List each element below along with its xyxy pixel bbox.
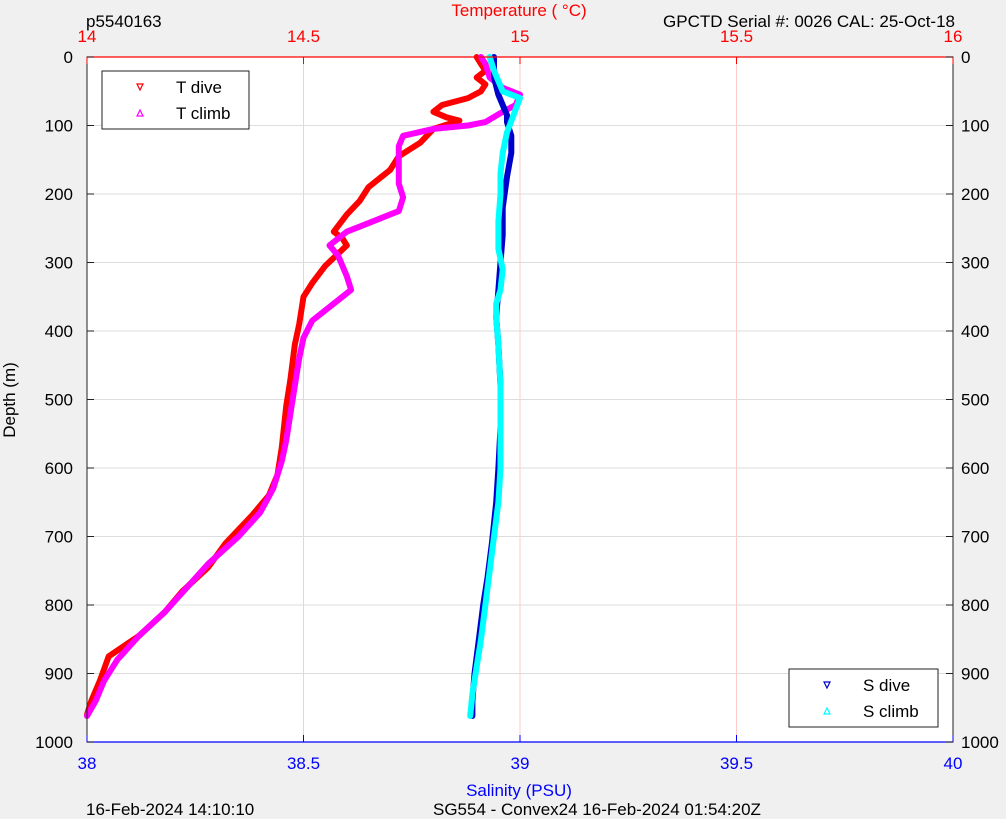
s-climb-line	[467, 54, 523, 719]
depth-tick-label-left: 0	[64, 48, 73, 67]
temperature-tick-label: 15.5	[720, 27, 753, 46]
depth-tick-label-left: 900	[45, 665, 73, 684]
depth-tick-label-left: 400	[45, 322, 73, 341]
salinity-tick-label: 38.5	[287, 754, 320, 773]
depth-tick-label-right: 500	[961, 391, 989, 410]
temperature-legend: T dive T climb	[101, 70, 250, 130]
depth-tick-label-left: 700	[45, 528, 73, 547]
depth-tick-label-right: 400	[961, 322, 989, 341]
salinity-legend: S dive S climb	[788, 668, 939, 728]
temperature-axis-title: Temperature ( °C)	[451, 1, 586, 20]
data-series	[84, 54, 523, 719]
depth-tick-label-right: 0	[961, 48, 970, 67]
depth-tick-label-right: 900	[961, 665, 989, 684]
mission-info: SG554 - Convex24 16-Feb-2024 01:54:20Z	[433, 800, 761, 819]
salinity-tick-label: 39.5	[720, 754, 753, 773]
t-dive-legend-label: T dive	[176, 78, 222, 97]
temperature-tick-label: 16	[944, 27, 963, 46]
s-climb-legend-marker	[823, 706, 831, 715]
temperature-tick-label: 14.5	[287, 27, 320, 46]
depth-tick-label-right: 200	[961, 185, 989, 204]
t-dive-legend-marker	[136, 83, 144, 92]
depth-tick-label-right: 1000	[961, 733, 999, 752]
depth-tick-label-left: 1000	[35, 733, 73, 752]
legend-box	[788, 668, 939, 728]
s-dive-legend-marker	[823, 681, 831, 690]
salinity-tick-label: 38	[78, 754, 97, 773]
profile-id: p5540163	[86, 12, 162, 31]
t-climb-legend-marker	[136, 108, 144, 117]
depth-tick-label-left: 800	[45, 596, 73, 615]
depth-tick-label-right: 700	[961, 528, 989, 547]
depth-tick-label-left: 500	[45, 391, 73, 410]
salinity-tick-label: 40	[944, 754, 963, 773]
depth-tick-label-right: 300	[961, 254, 989, 273]
depth-tick-label-right: 100	[961, 117, 989, 136]
legend-box	[101, 70, 250, 130]
footer-timestamp: 16-Feb-2024 14:10:10	[86, 800, 254, 819]
depth-tick-label-left: 200	[45, 185, 73, 204]
salinity-tick-label: 39	[511, 754, 530, 773]
depth-tick-label-left: 100	[45, 117, 73, 136]
depth-tick-label-right: 800	[961, 596, 989, 615]
temperature-tick-label: 14	[78, 27, 97, 46]
depth-axis-title: Depth (m)	[0, 362, 19, 438]
depth-tick-label-left: 600	[45, 459, 73, 478]
serial-info: GPCTD Serial #: 0026 CAL: 25-Oct-18	[663, 12, 955, 31]
s-dive-legend-label: S dive	[863, 676, 910, 695]
salinity-axis-title: Salinity (PSU)	[466, 781, 572, 800]
temperature-tick-label: 15	[511, 27, 530, 46]
s-climb-legend-label: S climb	[863, 702, 919, 721]
t-climb-legend-label: T climb	[176, 104, 230, 123]
depth-tick-label-right: 600	[961, 459, 989, 478]
depth-tick-label-left: 300	[45, 254, 73, 273]
t-climb-line	[84, 54, 523, 719]
